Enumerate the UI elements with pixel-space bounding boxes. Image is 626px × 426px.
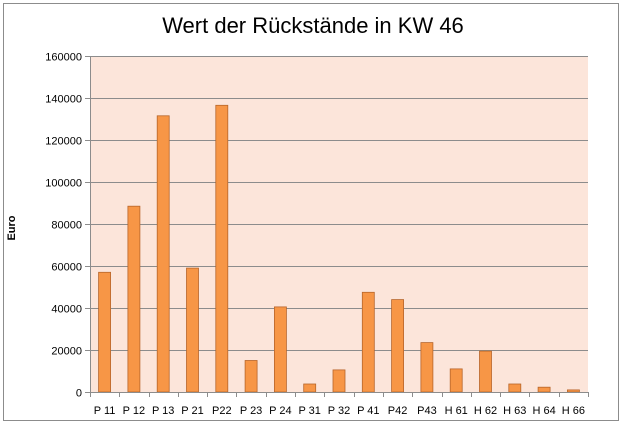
x-tick-label: H 62 <box>474 405 497 417</box>
bar <box>127 205 141 393</box>
y-tick-label: 40000 <box>51 304 82 316</box>
x-tick-label: P 12 <box>123 405 145 417</box>
y-tick-label: 100000 <box>45 178 82 190</box>
y-tick-label: 60000 <box>51 262 82 274</box>
x-tick-label: P43 <box>417 405 437 417</box>
y-tick-label: 160000 <box>45 52 82 64</box>
y-tick-label: 20000 <box>51 346 82 358</box>
x-tick-label: P42 <box>388 405 408 417</box>
axes <box>90 56 589 397</box>
x-tick-label: H 66 <box>562 405 585 417</box>
bar <box>332 369 346 393</box>
bar <box>156 115 170 393</box>
x-tick-label: P 23 <box>240 405 262 417</box>
y-tick-labels: 0 20000 40000 60000 80000 100000 120000 140000 1… <box>45 52 82 400</box>
y-tick-label: 80000 <box>51 220 82 232</box>
x-tick-labels: P 11 P 12 P 13 P 21 P22 P 23 P 24 P 31 P 32 P 41 P… <box>94 405 585 417</box>
bar <box>420 342 434 393</box>
bar <box>186 267 199 393</box>
bar <box>273 306 287 393</box>
x-tick-label: H 63 <box>503 405 526 417</box>
x-tick-label: P 41 <box>357 405 379 417</box>
x-tick-label: H 64 <box>532 405 555 417</box>
x-tick-label: P 21 <box>181 405 203 417</box>
y-tick-label: 120000 <box>45 136 82 148</box>
y-tick-label: 0 <box>76 388 82 400</box>
bar <box>391 299 405 393</box>
bar <box>537 386 551 393</box>
x-tick-label: P 24 <box>269 405 291 417</box>
x-tick-label: H 61 <box>445 405 468 417</box>
x-tick-label: P 13 <box>152 405 174 417</box>
bar <box>567 389 580 393</box>
bar <box>215 104 229 393</box>
bar <box>98 271 111 393</box>
x-tick-label: P 31 <box>298 405 320 417</box>
bar <box>449 368 463 393</box>
bar <box>303 383 317 393</box>
gridlines <box>85 56 588 393</box>
bars <box>98 104 580 393</box>
bar <box>361 291 375 393</box>
x-tick-label: P22 <box>212 405 232 417</box>
bar <box>479 350 492 393</box>
x-tick-label: P 32 <box>328 405 350 417</box>
bar <box>508 383 522 393</box>
x-tick-label: P 11 <box>94 405 116 417</box>
chart-title: Wert der Rückstände in KW 46 <box>162 13 464 38</box>
y-tick-label: 140000 <box>45 94 82 106</box>
bar <box>244 360 258 393</box>
